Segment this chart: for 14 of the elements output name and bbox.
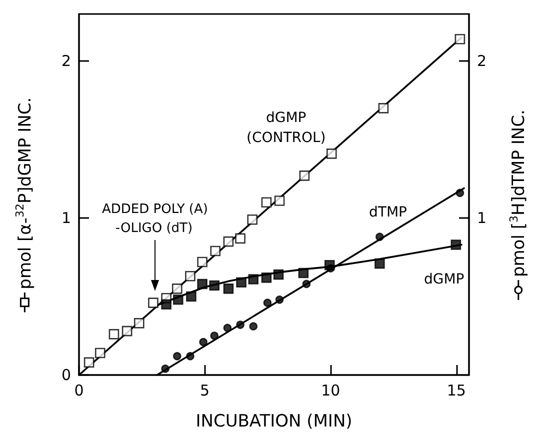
y2-tick-label: 1 [477, 209, 487, 228]
series-label: dTMP [369, 204, 407, 221]
y-tick-label: 1 [61, 209, 71, 228]
x-axis-title: INCUBATION (MIN) [196, 412, 352, 432]
series-label: dGMP (CONTROL) [246, 110, 326, 146]
series-label: dGMP [424, 272, 464, 288]
x-tick-label: 15 [446, 382, 466, 400]
y2-tick-label: 2 [477, 52, 487, 70]
x-tick-label: 0 [74, 382, 84, 400]
y-tick-label: 2 [61, 52, 71, 70]
x-tick-label: 5 [200, 382, 210, 400]
x-tick-label: 10 [321, 382, 340, 400]
y-tick-label: 0 [61, 366, 71, 384]
annotation: ADDED POLY (A) -OLIGO (dT) [102, 201, 208, 238]
